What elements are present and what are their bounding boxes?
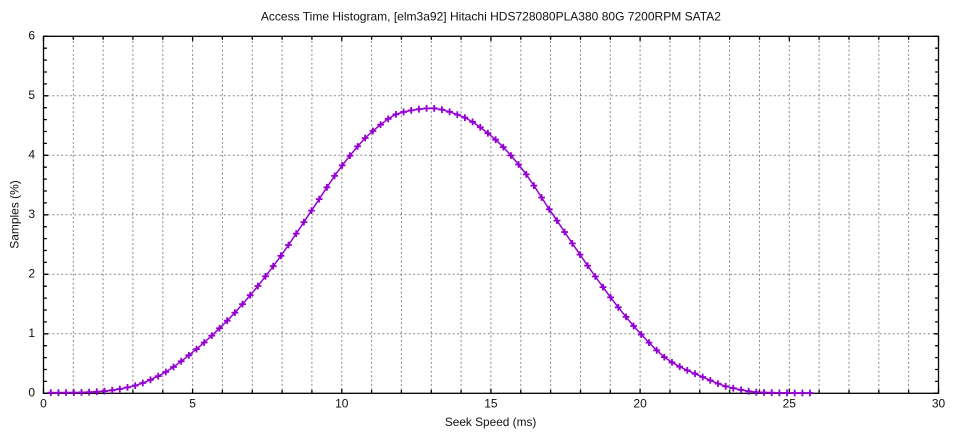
svg-text:1: 1 xyxy=(28,326,35,340)
svg-text:Access Time Histogram, [elm3a9: Access Time Histogram, [elm3a92] Hitachi… xyxy=(261,10,721,24)
svg-text:15: 15 xyxy=(484,397,498,411)
svg-text:10: 10 xyxy=(335,397,349,411)
svg-text:20: 20 xyxy=(633,397,647,411)
svg-text:Seek Speed (ms): Seek Speed (ms) xyxy=(445,415,537,429)
svg-text:5: 5 xyxy=(189,397,196,411)
svg-text:5: 5 xyxy=(28,88,35,102)
svg-text:4: 4 xyxy=(28,147,35,161)
svg-text:2: 2 xyxy=(28,266,35,280)
svg-text:0: 0 xyxy=(40,397,47,411)
svg-text:30: 30 xyxy=(932,397,946,411)
svg-text:25: 25 xyxy=(783,397,797,411)
svg-text:0: 0 xyxy=(28,385,35,399)
svg-text:3: 3 xyxy=(28,207,35,221)
svg-text:6: 6 xyxy=(28,28,35,42)
svg-text:Samples (%): Samples (%) xyxy=(8,180,22,249)
